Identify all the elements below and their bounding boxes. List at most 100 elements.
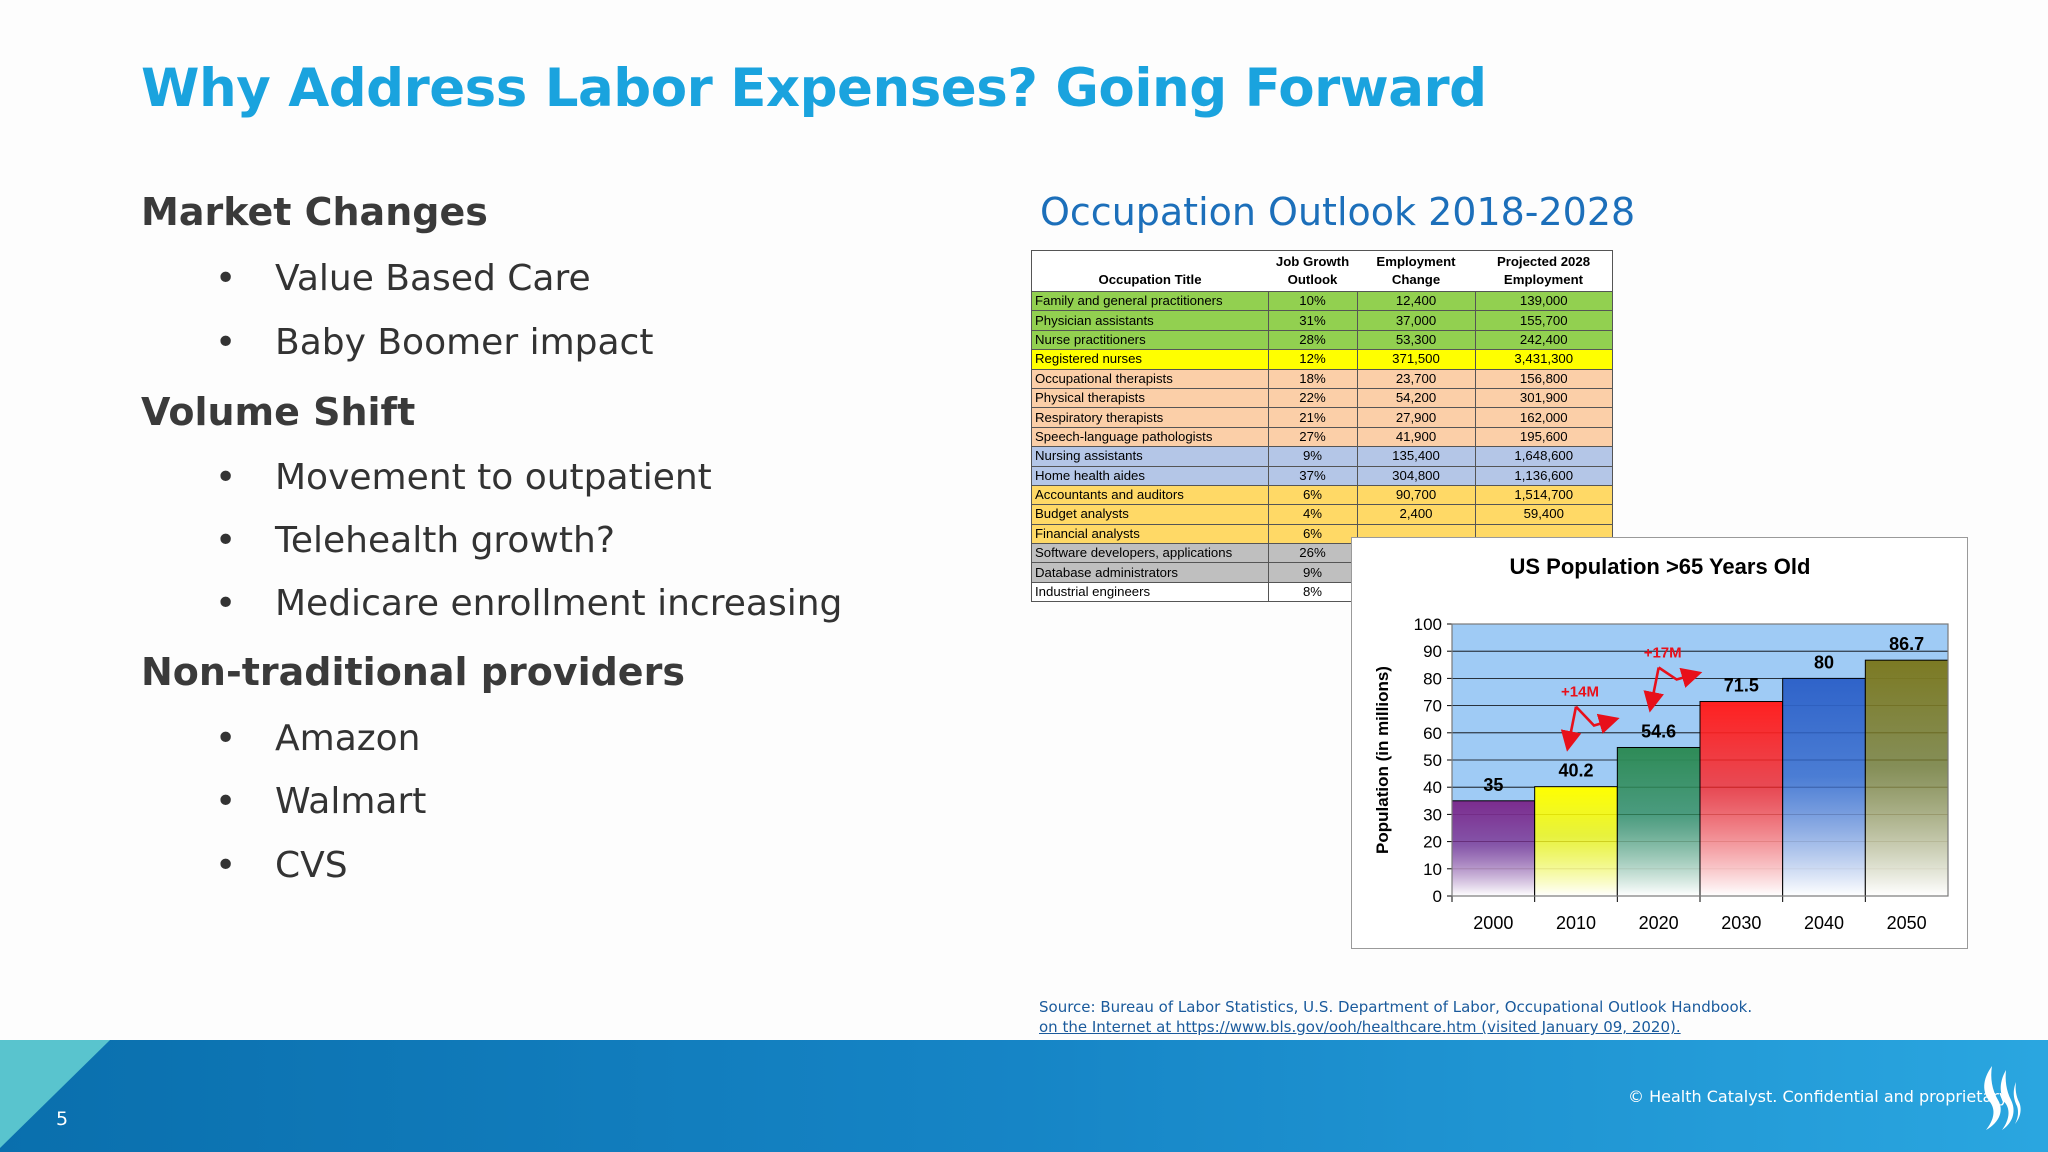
table-row: Nursing assistants 9% 135,400 1,648,600 xyxy=(1031,446,1613,467)
table-cell: Budget analysts xyxy=(1031,504,1269,525)
table-cell: 54,200 xyxy=(1356,387,1476,409)
table-cell: Physician assistants xyxy=(1031,310,1269,331)
table-row: Home health aides 37% 304,800 1,136,600 xyxy=(1031,465,1613,486)
y-tick-label: 0 xyxy=(1433,887,1442,906)
table-cell: Respiratory therapists xyxy=(1031,407,1269,428)
table-cell: 135,400 xyxy=(1356,446,1476,467)
annotation-label: +14M xyxy=(1561,684,1599,701)
table-row: Nurse practitioners 28% 53,300 242,400 xyxy=(1031,329,1613,351)
annotation-label: +17M xyxy=(1644,644,1682,661)
bullet-glyph: • xyxy=(215,845,237,886)
table-cell: Family and general practitioners xyxy=(1031,290,1269,312)
column-header: Job Growth Outlook xyxy=(1275,254,1350,287)
source-citation: Source: Bureau of Labor Statistics, U.S.… xyxy=(1039,997,1752,1037)
table-cell: Industrial engineers xyxy=(1031,581,1269,603)
y-tick-label: 100 xyxy=(1414,615,1442,634)
table-cell: 162,000 xyxy=(1474,407,1613,428)
source-link[interactable]: on the Internet at https://www.bls.gov/o… xyxy=(1039,1018,1681,1036)
table-cell: 28% xyxy=(1267,329,1358,351)
table-header-row: Occupation Title Job Growth Outlook Empl… xyxy=(1032,251,1613,292)
y-tick-label: 60 xyxy=(1423,724,1442,743)
x-tick-label: 2020 xyxy=(1639,913,1679,933)
y-tick-label: 40 xyxy=(1423,778,1442,797)
bullet-text: Medicare enrollment increasing xyxy=(275,583,843,624)
table-row: Accountants and auditors 6% 90,700 1,514,70… xyxy=(1031,484,1613,506)
bullet-text: Movement to outpatient xyxy=(275,457,712,498)
table-cell: Software developers, applications xyxy=(1031,543,1269,564)
bullet-item: • Baby Boomer impact xyxy=(215,322,653,363)
table-cell: Accountants and auditors xyxy=(1031,484,1269,506)
table-cell: 9% xyxy=(1267,446,1358,467)
population-chart: US Population >65 Years Old Population (… xyxy=(1351,537,1968,949)
table-cell: 301,900 xyxy=(1474,387,1613,409)
table-cell: 21% xyxy=(1267,407,1358,428)
y-tick-label: 70 xyxy=(1423,697,1442,716)
table-cell: 1,514,700 xyxy=(1474,484,1613,506)
table-cell: 12% xyxy=(1267,349,1358,370)
bullet-item: • CVS xyxy=(215,845,348,886)
table-cell: 155,700 xyxy=(1474,310,1613,331)
x-tick-label: 2030 xyxy=(1721,913,1761,933)
table-cell: 18% xyxy=(1267,368,1358,389)
y-tick-label: 50 xyxy=(1423,751,1442,770)
table-cell: 22% xyxy=(1267,387,1358,409)
annotation-arrow xyxy=(1560,706,1582,752)
occupation-table: Occupation Title Job Growth Outlook Empl… xyxy=(1031,250,1613,603)
bullet-item: • Medicare enrollment increasing xyxy=(215,583,842,624)
bullet-glyph: • xyxy=(215,322,237,363)
bullet-item: • Telehealth growth? xyxy=(215,520,615,561)
bar-value-label: 40.2 xyxy=(1558,761,1593,781)
bullet-text: CVS xyxy=(275,845,348,886)
table-cell: Occupational therapists xyxy=(1031,368,1269,389)
table-cell: 37,000 xyxy=(1356,310,1476,331)
bar xyxy=(1782,677,1866,897)
bullet-item: • Walmart xyxy=(215,781,426,822)
occupation-table-title: Occupation Outlook 2018-2028 xyxy=(1040,190,1636,234)
table-cell: 139,000 xyxy=(1474,290,1613,312)
table-row: Budget analysts 4% 2,400 59,400 xyxy=(1031,504,1613,525)
table-cell: 2,400 xyxy=(1356,504,1476,525)
table-cell: Nurse practitioners xyxy=(1031,329,1269,351)
bullet-glyph: • xyxy=(215,258,237,299)
table-cell: Database administrators xyxy=(1031,562,1269,583)
y-tick-label: 90 xyxy=(1423,642,1442,661)
section-heading-volume-shift: Volume Shift xyxy=(141,390,416,434)
table-row: Occupational therapists 18% 23,700 156,800 xyxy=(1031,368,1613,389)
bullet-item: • Amazon xyxy=(215,718,421,759)
table-cell: 371,500 xyxy=(1356,349,1476,370)
table-cell: 27,900 xyxy=(1356,407,1476,428)
bullet-text: Value Based Care xyxy=(275,258,591,299)
bar xyxy=(1699,701,1784,897)
table-cell: 156,800 xyxy=(1474,368,1613,389)
footer-band xyxy=(0,1040,2048,1152)
bullet-item: • Value Based Care xyxy=(215,258,591,299)
bar-value-label: 71.5 xyxy=(1724,676,1759,696)
table-cell: Financial analysts xyxy=(1031,523,1269,545)
plot-border xyxy=(1451,623,1949,897)
table-cell: 27% xyxy=(1267,426,1358,448)
bar-value-label: 54.6 xyxy=(1641,721,1676,741)
copyright-notice: © Health Catalyst. Confidential and prop… xyxy=(1628,1087,2012,1106)
bar-value-label: 80 xyxy=(1814,652,1834,672)
table-cell: Home health aides xyxy=(1031,465,1269,486)
chart-y-axis-label: Population (in millions) xyxy=(1373,666,1392,854)
column-header: Occupation Title xyxy=(1098,272,1202,287)
y-tick-label: 20 xyxy=(1423,833,1442,852)
table-cell: 26% xyxy=(1267,543,1358,564)
bullet-glyph: • xyxy=(215,718,237,759)
bullet-text: Baby Boomer impact xyxy=(275,322,654,363)
table-cell: 242,400 xyxy=(1474,329,1613,351)
bullet-glyph: • xyxy=(215,520,237,561)
table-row: Physical therapists 22% 54,200 301,900 xyxy=(1031,387,1613,409)
table-cell: Physical therapists xyxy=(1031,387,1269,409)
annotation-arrow xyxy=(1643,667,1664,713)
table-cell: 9% xyxy=(1267,562,1358,583)
source-line-1: Source: Bureau of Labor Statistics, U.S.… xyxy=(1039,998,1753,1016)
table-cell: 31% xyxy=(1267,310,1358,331)
table-cell: 3,431,300 xyxy=(1474,349,1613,370)
section-heading-non-traditional-providers: Non-traditional providers xyxy=(141,650,685,694)
table-row: Family and general practitioners 10% 12,40… xyxy=(1031,290,1613,312)
population-chart-svg: US Population >65 Years Old Population (… xyxy=(1373,554,1949,933)
table-row: Speech-language pathologists 27% 41,900 195… xyxy=(1031,426,1613,448)
bar xyxy=(1616,746,1701,897)
